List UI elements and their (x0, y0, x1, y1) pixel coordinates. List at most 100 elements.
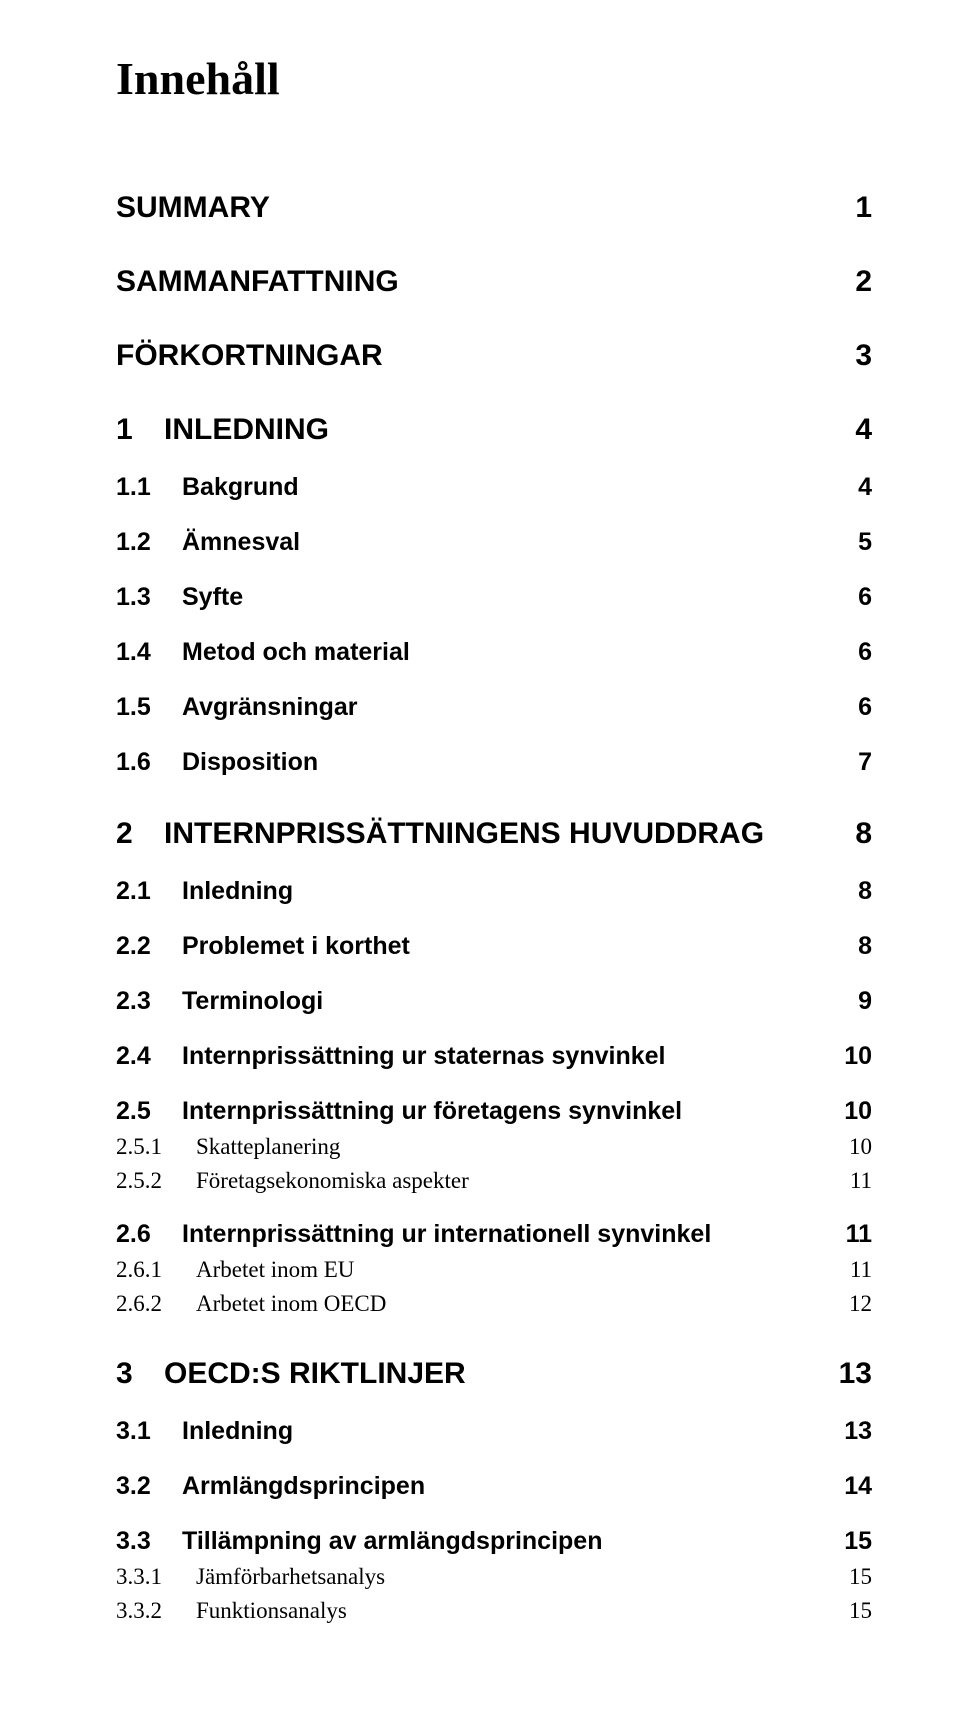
toc-entry-3: 3 OECD:S RIKTLINJER 13 (116, 1357, 872, 1391)
toc-page: 10 (844, 1097, 872, 1126)
toc-text: Företagsekonomiska aspekter (196, 1168, 469, 1194)
toc-label: 1.2 Ämnesval (116, 528, 300, 557)
toc-page: 15 (849, 1598, 872, 1624)
toc-num: 1.6 (116, 748, 182, 777)
toc-page: 7 (858, 748, 872, 777)
toc-label: 1.6 Disposition (116, 748, 318, 777)
toc-text: Skatteplanering (196, 1134, 340, 1160)
toc-label: 2.6.2 Arbetet inom OECD (116, 1291, 386, 1317)
toc-num: 1.2 (116, 528, 182, 557)
toc-page: 14 (844, 1472, 872, 1501)
toc-entry-2-1: 2.1 Inledning 8 (116, 877, 872, 906)
toc-text: Disposition (182, 748, 318, 777)
toc-page: 8 (855, 817, 872, 851)
toc-text: Inledning (182, 1417, 293, 1446)
toc-label: SAMMANFATTNING (116, 265, 399, 299)
toc-text: Avgränsningar (182, 693, 358, 722)
toc-text: INLEDNING (164, 413, 329, 447)
toc-label: 2.5.2 Företagsekonomiska aspekter (116, 1168, 469, 1194)
toc-text: Inledning (182, 877, 293, 906)
toc-label: 3.2 Armlängdsprincipen (116, 1472, 425, 1501)
toc-num: 2.1 (116, 877, 182, 906)
toc-num: 3.2 (116, 1472, 182, 1501)
toc-entry-2-3: 2.3 Terminologi 9 (116, 987, 872, 1016)
toc-num: 2.2 (116, 932, 182, 961)
toc-label: 3.3.2 Funktionsanalys (116, 1598, 347, 1624)
toc-entry-2-2: 2.2 Problemet i korthet 8 (116, 932, 872, 961)
toc-text: Arbetet inom OECD (196, 1291, 386, 1317)
toc-text: Internprissättning ur staternas synvinke… (182, 1042, 665, 1071)
toc-text: Funktionsanalys (196, 1598, 347, 1624)
toc-page: 9 (858, 987, 872, 1016)
document-title: Innehåll (116, 52, 872, 105)
toc-page: 10 (844, 1042, 872, 1071)
toc-text: OECD:S RIKTLINJER (164, 1357, 466, 1391)
toc-page: 11 (850, 1168, 872, 1194)
toc-label: 2.6 Internprissättning ur internationell… (116, 1220, 711, 1249)
toc-entry-1-5: 1.5 Avgränsningar 6 (116, 693, 872, 722)
toc-entry-1-4: 1.4 Metod och material 6 (116, 638, 872, 667)
toc-num: 3.3.1 (116, 1564, 196, 1590)
toc-label: 3.3 Tillämpning av armlängdsprincipen (116, 1527, 602, 1556)
toc-entry-3-3: 3.3 Tillämpning av armlängdsprincipen 15 (116, 1527, 872, 1556)
toc-num: 2.4 (116, 1042, 182, 1071)
toc-entry-2-5-2: 2.5.2 Företagsekonomiska aspekter 11 (116, 1168, 872, 1194)
toc-num: 1.5 (116, 693, 182, 722)
toc-text: Syfte (182, 583, 243, 612)
toc-entry-2-6-1: 2.6.1 Arbetet inom EU 11 (116, 1257, 872, 1283)
toc-page: 13 (839, 1357, 872, 1391)
toc-entry-summary: SUMMARY 1 (116, 191, 872, 225)
toc-label: 2.2 Problemet i korthet (116, 932, 410, 961)
toc-label: 3 OECD:S RIKTLINJER (116, 1357, 466, 1391)
toc-label: 1.3 Syfte (116, 583, 243, 612)
toc-text: Problemet i korthet (182, 932, 410, 961)
toc-label: 3.3.1 Jämförbarhetsanalys (116, 1564, 385, 1590)
toc-num: 2.5 (116, 1097, 182, 1126)
toc-label: 2.1 Inledning (116, 877, 293, 906)
toc-page: 15 (844, 1527, 872, 1556)
toc-num: 2.5.1 (116, 1134, 196, 1160)
toc-entry-3-3-2: 3.3.2 Funktionsanalys 15 (116, 1598, 872, 1624)
toc-entry-1-6: 1.6 Disposition 7 (116, 748, 872, 777)
toc-entry-1: 1 INLEDNING 4 (116, 413, 872, 447)
toc-num: 1.4 (116, 638, 182, 667)
toc-entry-1-2: 1.2 Ämnesval 5 (116, 528, 872, 557)
toc-text: Jämförbarhetsanalys (196, 1564, 385, 1590)
toc-entry-3-3-1: 3.3.1 Jämförbarhetsanalys 15 (116, 1564, 872, 1590)
toc-entry-1-3: 1.3 Syfte 6 (116, 583, 872, 612)
toc-entry-2: 2 INTERNPRISSÄTTNINGENS HUVUDDRAG 8 (116, 817, 872, 851)
toc-label: 1.5 Avgränsningar (116, 693, 358, 722)
toc-text: Arbetet inom EU (196, 1257, 354, 1283)
toc-num: 3.3 (116, 1527, 182, 1556)
toc-page: 6 (858, 693, 872, 722)
toc-page: 11 (846, 1220, 872, 1249)
toc-page: 3 (855, 339, 872, 373)
toc-label: 2.3 Terminologi (116, 987, 323, 1016)
toc-text: Metod och material (182, 638, 410, 667)
toc-page: 11 (850, 1257, 872, 1283)
toc-text: Internprissättning ur internationell syn… (182, 1220, 711, 1249)
toc-text: INTERNPRISSÄTTNINGENS HUVUDDRAG (164, 817, 764, 851)
toc-text: Tillämpning av armlängdsprincipen (182, 1527, 602, 1556)
toc-page: 13 (844, 1417, 872, 1446)
page: Innehåll SUMMARY 1 SAMMANFATTNING 2 FÖRK… (0, 0, 960, 1720)
toc-entry-2-6: 2.6 Internprissättning ur internationell… (116, 1220, 872, 1249)
toc-text: Armlängdsprincipen (182, 1472, 425, 1501)
toc-num: 2.3 (116, 987, 182, 1016)
toc-entry-2-5: 2.5 Internprissättning ur företagens syn… (116, 1097, 872, 1126)
toc-label: 1.1 Bakgrund (116, 473, 299, 502)
toc-entry-sammanfattning: SAMMANFATTNING 2 (116, 265, 872, 299)
toc-page: 15 (849, 1564, 872, 1590)
toc-entry-3-1: 3.1 Inledning 13 (116, 1417, 872, 1446)
toc-page: 8 (858, 877, 872, 906)
toc-label: 2 INTERNPRISSÄTTNINGENS HUVUDDRAG (116, 817, 764, 851)
toc-num: 1.3 (116, 583, 182, 612)
toc-label: 1 INLEDNING (116, 413, 329, 447)
toc-num: 2.6 (116, 1220, 182, 1249)
toc-label: FÖRKORTNINGAR (116, 339, 383, 373)
toc-num: 2.6.2 (116, 1291, 196, 1317)
toc-label: SUMMARY (116, 191, 270, 225)
toc-text: Ämnesval (182, 528, 300, 557)
toc-page: 4 (858, 473, 872, 502)
toc-entry-2-4: 2.4 Internprissättning ur staternas synv… (116, 1042, 872, 1071)
